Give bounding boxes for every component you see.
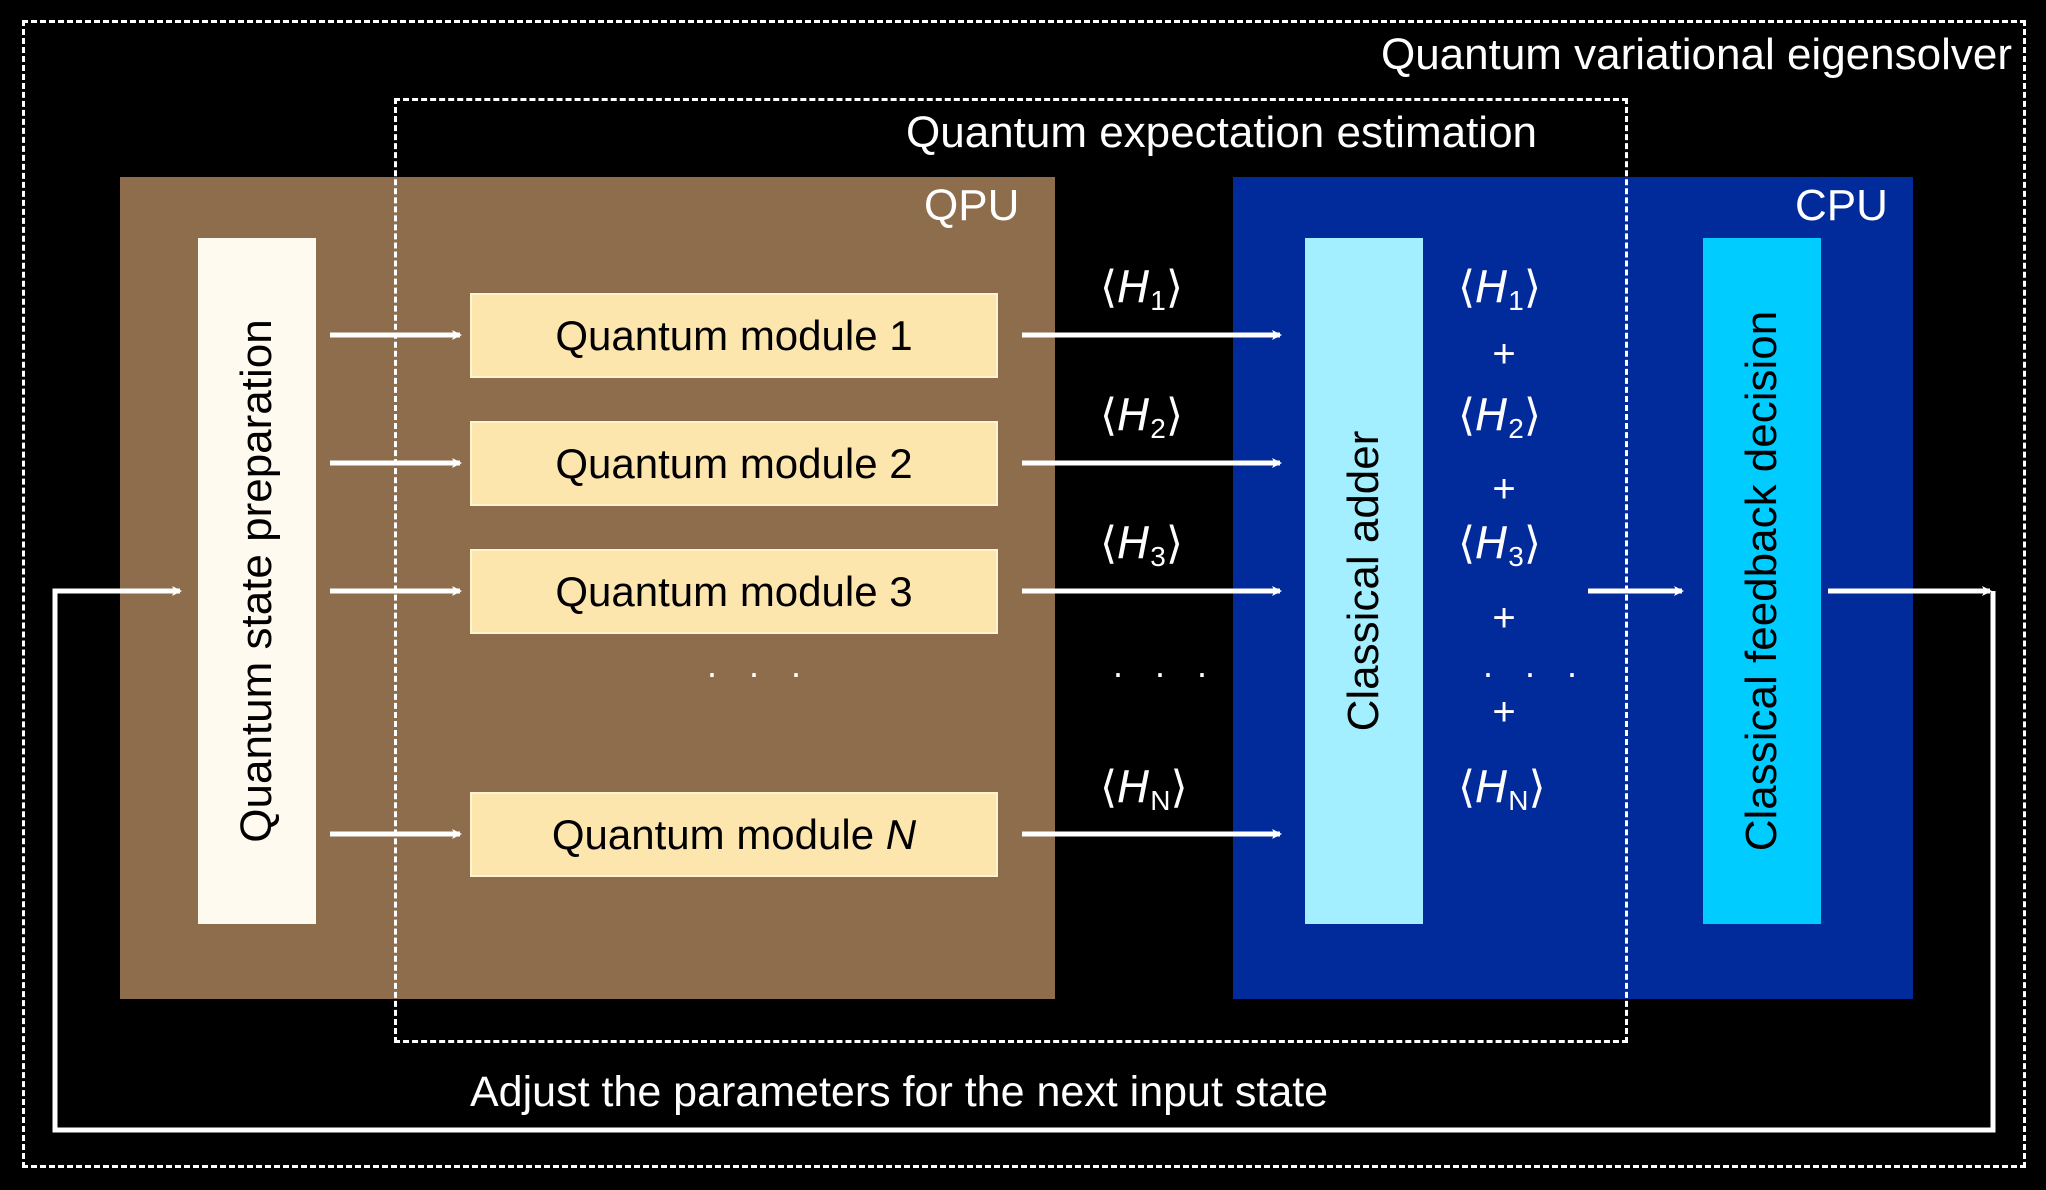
feedback-decision-box: Classical feedback decision <box>1703 238 1821 924</box>
quantum-module-3-label: Quantum module 3 <box>555 567 913 615</box>
quantum-module-n: Quantum module N <box>470 792 998 877</box>
state-preparation-box: Quantum state preparation <box>198 238 316 924</box>
sum-plus-2: + <box>1492 467 1516 511</box>
module-ellipsis: · · · <box>706 652 812 693</box>
sum-term-h3: ⟨H3⟩ <box>1458 518 1542 572</box>
expectation-ellipsis: · · · <box>1112 652 1218 693</box>
expectation-hn: ⟨HN⟩ <box>1100 762 1188 816</box>
quantum-module-1-label: Quantum module 1 <box>555 311 913 359</box>
quantum-module-3: Quantum module 3 <box>470 549 998 634</box>
quantum-module-1: Quantum module 1 <box>470 293 998 378</box>
outer-frame <box>22 20 2026 1168</box>
inner-frame <box>394 98 1628 1043</box>
qpu-label: QPU <box>924 181 1020 230</box>
sum-term-h1: ⟨H1⟩ <box>1458 262 1542 316</box>
cpu-label: CPU <box>1795 181 1888 230</box>
sum-plus-3: + <box>1492 596 1516 640</box>
module-index-n: N <box>885 810 917 858</box>
feedback-loop-line <box>52 586 1996 1133</box>
sum-plus-4: + <box>1492 690 1516 734</box>
expectation-h2: ⟨H2⟩ <box>1100 390 1184 444</box>
classical-adder-box: Classical adder <box>1305 238 1423 924</box>
sum-ellipsis: · · · <box>1482 652 1588 693</box>
sum-term-hn: ⟨HN⟩ <box>1458 762 1546 816</box>
feedback-loop-label: Adjust the parameters for the next input… <box>470 1068 1329 1116</box>
outer-title: Quantum variational eigensolver <box>1380 30 2012 79</box>
expectation-h1: ⟨H1⟩ <box>1100 262 1184 316</box>
quantum-module-n-label: Quantum module N <box>551 810 917 858</box>
expectation-h3: ⟨H3⟩ <box>1100 518 1184 572</box>
inner-title: Quantum expectation estimation <box>906 108 1538 157</box>
quantum-module-2: Quantum module 2 <box>470 421 998 506</box>
sum-term-h2: ⟨H2⟩ <box>1458 390 1542 444</box>
quantum-module-2-label: Quantum module 2 <box>555 439 913 487</box>
sum-plus-1: + <box>1492 332 1516 376</box>
